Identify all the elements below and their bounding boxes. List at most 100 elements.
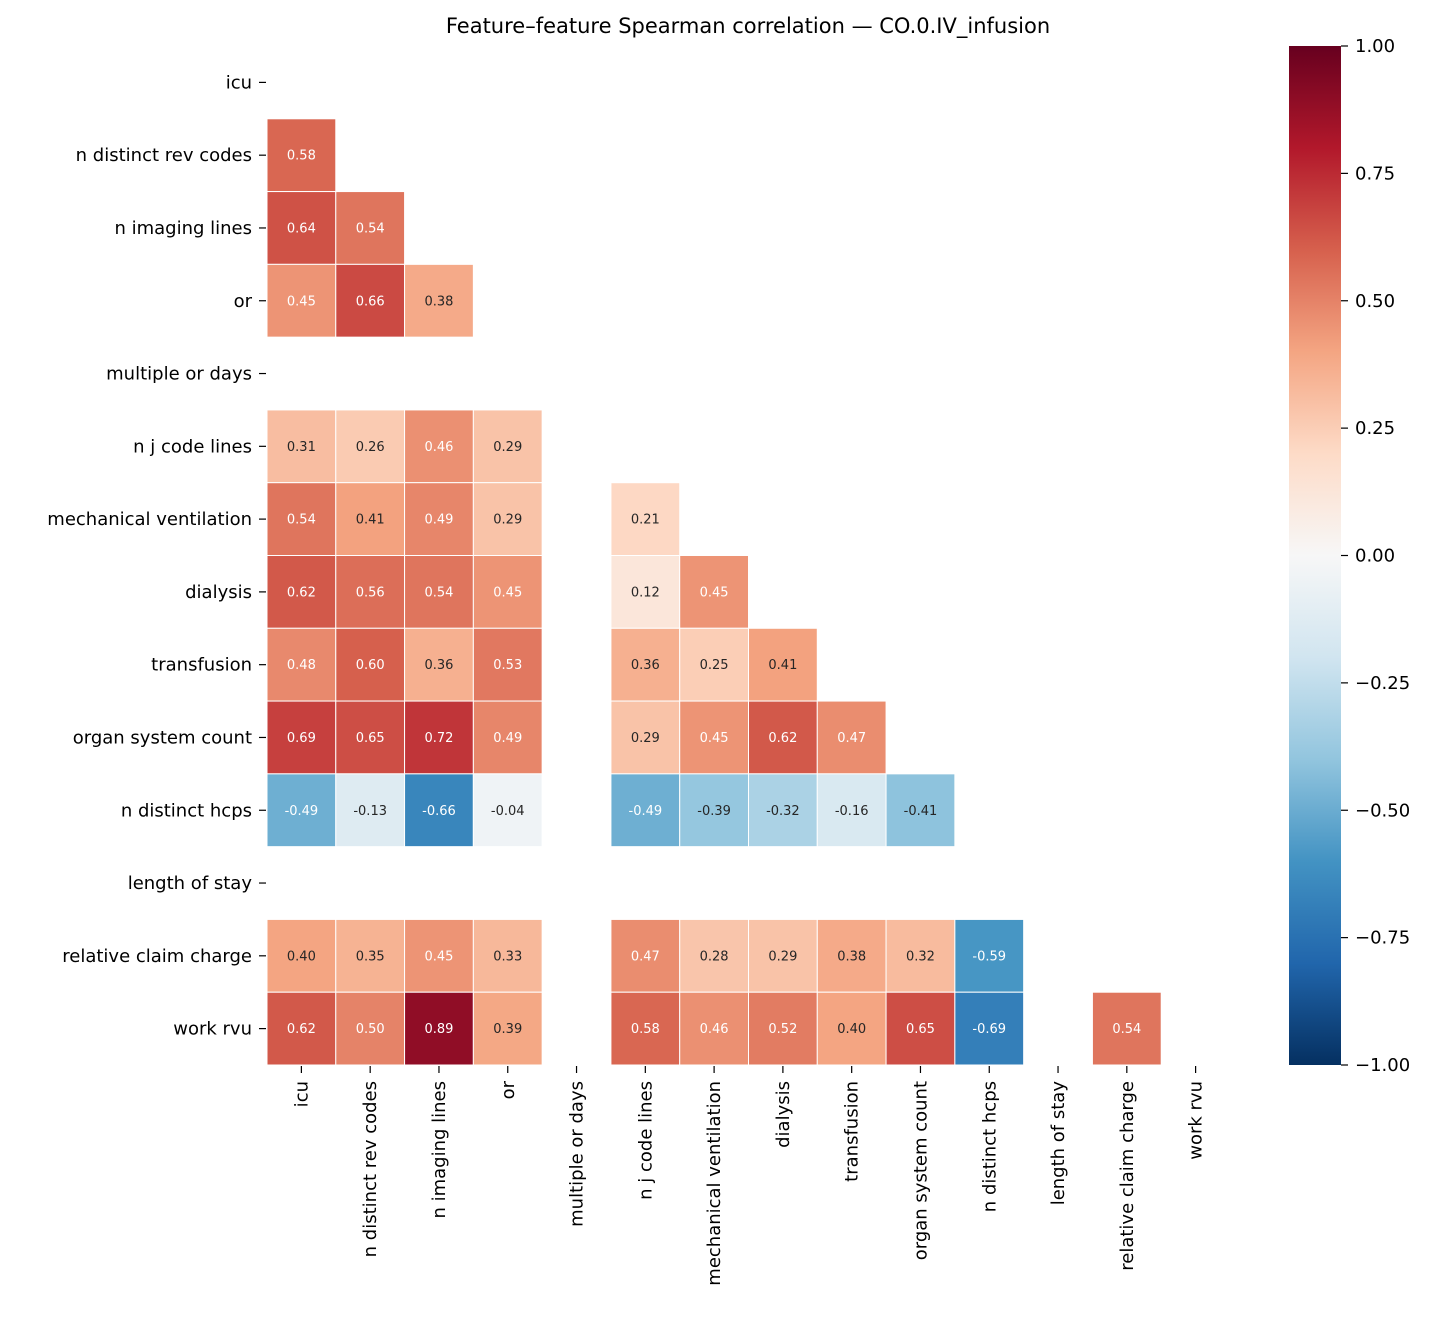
cell-value-label: 0.36 [424,658,453,673]
y-tick-label: relative claim charge [62,946,252,967]
heatmap-cell [266,700,337,775]
heatmap-cell [266,773,337,848]
y-tick-label: work rvu [173,1019,252,1040]
heatmap-cell [404,991,474,1066]
x-axis-labels: icu n distinct rev codes n imaging lines or… [291,1066,1207,1286]
heatmap-cell [335,773,406,848]
cell-value-label: 0.45 [287,294,316,309]
x-tick-label: mechanical ventilation [704,1081,725,1286]
cell-value-label: 0.35 [356,949,385,964]
cell-value-label: 0.66 [356,294,385,309]
heatmap-cell [472,482,543,557]
cell-value-label: 0.38 [424,294,453,309]
cell-value-label: 0.47 [631,949,660,964]
heatmap-cell [266,918,337,993]
heatmap-cell [266,991,337,1066]
heatmap-cell [679,555,750,629]
cell-value-label: 0.29 [631,731,660,746]
heatmap-cell [335,991,406,1066]
heatmap-cell [266,118,337,193]
cell-value-label: 0.62 [768,731,797,746]
cell-value-label: 0.47 [837,731,866,746]
cell-value-label: 0.32 [906,949,935,964]
heatmap-cell [335,191,406,265]
heatmap-cell [885,918,956,993]
cell-value-label: 0.40 [287,949,316,964]
cell-value-label: -0.49 [629,804,663,819]
x-tick-label: work rvu [1186,1081,1207,1160]
heatmap-cell [885,991,956,1066]
cell-value-label: 0.52 [768,1022,797,1037]
heatmap-cell [404,773,474,848]
cell-value-label: 0.54 [424,585,453,600]
cell-value-label: 0.29 [493,513,522,528]
y-tick-label: mechanical ventilation [47,509,252,530]
y-tick-label: or [234,291,253,312]
heatmap-cell [335,482,406,557]
y-tick-label: dialysis [185,582,252,603]
cell-value-label: 0.65 [906,1022,935,1037]
heatmap-cell [816,918,887,993]
heatmap-cell [885,773,956,848]
x-tick-label: n imaging lines [429,1081,450,1219]
cell-value-label: 0.25 [700,658,729,673]
heatmap-cell [266,263,337,338]
heatmap-cells: 0.58 0.64 0.54 0.45 0.66 0.38 0.31 0.26 0.46 0.29… [266,118,1162,1066]
heatmap-cell [610,482,681,557]
heatmap-cell [404,918,474,993]
heatmap-cell [954,918,1025,993]
cell-value-label: 0.39 [493,1022,522,1037]
cell-value-label: -0.59 [972,949,1006,964]
y-tick-label: multiple or days [106,364,252,385]
cell-value-label: 0.46 [700,1022,729,1037]
heatmap-cell [679,991,750,1066]
cell-value-label: 0.50 [356,1022,385,1037]
cell-value-label: -0.39 [697,804,731,819]
heatmap-cell [404,700,474,775]
heatmap-cell [335,627,406,702]
cell-value-label: 0.62 [287,1022,316,1037]
y-tick-label: n j code lines [133,436,252,457]
cell-value-label: 0.62 [287,585,316,600]
chart-title: Feature–feature Spearman correlation — C… [446,14,1050,39]
y-tick-label: n distinct hcps [121,800,252,821]
cell-value-label: 0.69 [287,731,316,746]
x-tick-label: or [498,1080,519,1099]
cell-value-label: 0.45 [700,585,729,600]
heatmap-cell [748,627,818,702]
cell-value-label: -0.41 [904,804,938,819]
heatmap-cell [472,773,543,848]
heatmap-cell [679,627,750,702]
cell-value-label: 0.64 [287,221,316,236]
heatmap-cell [748,773,818,848]
x-tick-label: n j code lines [635,1081,656,1200]
y-tick-label: length of stay [128,873,253,894]
heatmap-cell [404,555,474,629]
colorbar-tick-label: 0.25 [1355,418,1395,439]
heatmap-cell [335,263,406,338]
colorbar [1289,46,1341,1065]
heatmap-cell [472,627,543,702]
cell-value-label: 0.48 [287,658,316,673]
cell-value-label: 0.29 [493,440,522,455]
y-tick-label: n imaging lines [114,218,252,239]
cell-value-label: 0.58 [631,1022,660,1037]
cell-value-label: -0.16 [835,804,869,819]
cell-value-label: 0.21 [631,513,660,528]
heatmap-cell [472,555,543,629]
cell-value-label: 0.54 [287,513,316,528]
heatmap-cell [748,700,818,775]
x-tick-label: icu [291,1081,312,1107]
x-tick-label: length of stay [1048,1081,1069,1206]
x-tick-label: organ system count [910,1081,931,1260]
cell-value-label: 0.65 [356,731,385,746]
colorbar-tick-label: 0.75 [1355,163,1395,184]
heatmap-cell [816,700,887,775]
cell-value-label: 0.31 [287,440,316,455]
cell-value-label: 0.33 [493,949,522,964]
cell-value-label: -0.13 [353,804,387,819]
x-tick-label: dialysis [773,1081,794,1148]
y-axis-labels: icu n distinct rev codes n imaging lines or… [47,72,266,1040]
cell-value-label: 0.29 [768,949,797,964]
y-tick-label: n distinct rev codes [76,145,252,166]
